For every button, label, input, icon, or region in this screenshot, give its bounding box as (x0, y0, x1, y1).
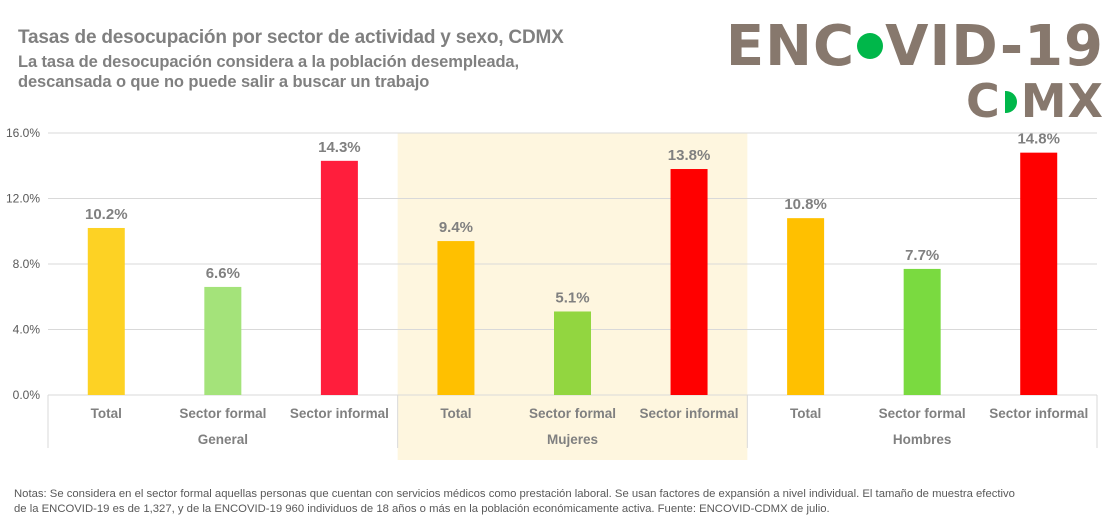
x-group-label: Mujeres (547, 432, 598, 447)
data-label: 13.8% (668, 147, 711, 164)
bar-hombres-sector-formal (903, 268, 941, 395)
y-tick-label: 0.0% (13, 388, 41, 402)
y-tick-label: 16.0% (6, 126, 40, 140)
green-half-dot-icon (1004, 90, 1017, 113)
bar-general-total (87, 227, 125, 395)
data-label: 7.7% (905, 247, 939, 264)
x-category-label: Sector formal (529, 406, 616, 421)
data-label: 9.4% (439, 219, 473, 236)
x-group-label: General (198, 432, 248, 447)
x-category-label: Sector informal (290, 406, 389, 421)
footnote-line-1: Notas: Se considera en el sector formal … (14, 488, 1015, 500)
x-category-label: Total (440, 406, 471, 421)
logo-text-enc: ENC (725, 14, 856, 79)
x-category-label: Sector informal (989, 406, 1088, 421)
data-label: 10.2% (85, 206, 128, 223)
green-dot-icon (857, 32, 884, 59)
subtitle-line-2: descansada o que no puede salir a buscar… (18, 73, 430, 91)
chart-title: Tasas de desocupación por sector de acti… (18, 27, 564, 48)
data-label: 5.1% (555, 289, 589, 306)
footnotes: Notas: Se considera en el sector formal … (14, 487, 1104, 517)
x-category-label: Sector formal (879, 406, 966, 421)
bar-hombres-total (787, 218, 825, 395)
bar-general-sector-informal (320, 160, 358, 395)
x-category-label: Sector informal (640, 406, 739, 421)
logo-text-c: C (965, 74, 1001, 128)
logo-line-1: ENC VID-19 (726, 14, 1104, 79)
data-label: 6.6% (206, 265, 240, 282)
x-category-label: Total (91, 406, 122, 421)
bar-mujeres-sector-formal (554, 311, 591, 395)
y-tick-label: 8.0% (13, 257, 41, 271)
bar-mujeres-sector-informal (670, 169, 708, 395)
subtitle-line-1: La tasa de desocupación considera a la p… (18, 53, 519, 71)
bar-hombres-sector-informal (1020, 152, 1058, 395)
logo-text-vid19: VID-19 (885, 14, 1104, 79)
data-label: 14.3% (318, 139, 361, 156)
y-tick-label: 12.0% (6, 192, 40, 206)
chart-subtitle: La tasa de desocupación considera a la p… (18, 52, 658, 92)
bar-general-sector-formal (204, 286, 242, 395)
encovid-logo: ENC VID-19 C MX (726, 10, 1108, 128)
footnote-line-2: de la ENCOVID-19 es de 1,327, y de la EN… (14, 503, 830, 515)
x-category-label: Total (790, 406, 821, 421)
data-label: 14.8% (1017, 131, 1060, 148)
x-group-label: Hombres (893, 432, 952, 447)
x-category-label: Sector formal (179, 406, 266, 421)
y-tick-label: 4.0% (13, 323, 41, 337)
logo-line-2: C MX (966, 74, 1104, 128)
bar-mujeres-total (437, 241, 475, 395)
data-label: 10.8% (784, 196, 827, 213)
logo-text-mx: MX (1020, 74, 1104, 128)
